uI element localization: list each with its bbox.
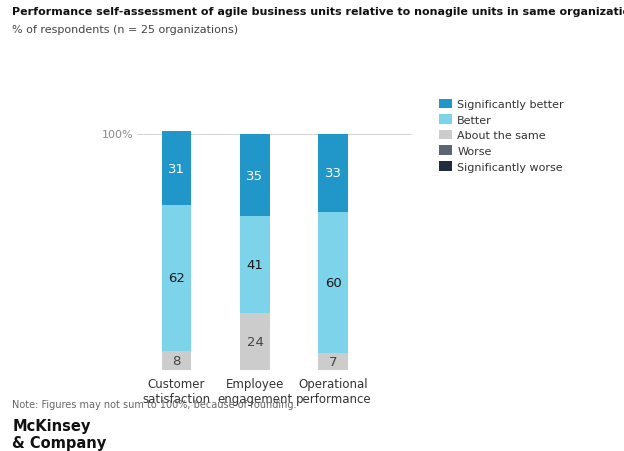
- Bar: [318, 212, 348, 353]
- Bar: [318, 353, 348, 370]
- Text: 100%: 100%: [102, 129, 134, 139]
- Text: 41: 41: [246, 258, 263, 272]
- Text: 62: 62: [168, 272, 185, 285]
- Bar: [318, 134, 348, 212]
- Bar: [162, 351, 192, 370]
- Text: 35: 35: [246, 169, 263, 182]
- Text: 7: 7: [329, 355, 338, 368]
- Text: Performance self-assessment of agile business units relative to nonagile units i: Performance self-assessment of agile bus…: [12, 7, 624, 17]
- Text: 60: 60: [325, 276, 342, 289]
- Text: 33: 33: [325, 167, 342, 180]
- Bar: [240, 134, 270, 217]
- Text: % of respondents (n = 25 organizations): % of respondents (n = 25 organizations): [12, 25, 238, 35]
- Bar: [162, 205, 192, 351]
- Text: 24: 24: [246, 335, 263, 348]
- Text: & Company: & Company: [12, 435, 107, 450]
- Bar: [240, 313, 270, 370]
- Text: 8: 8: [172, 354, 181, 367]
- Text: 31: 31: [168, 162, 185, 175]
- Text: Note: Figures may not sum to 100%, because of rounding.: Note: Figures may not sum to 100%, becau…: [12, 399, 297, 409]
- Bar: [162, 132, 192, 205]
- Text: McKinsey: McKinsey: [12, 419, 91, 433]
- Bar: [240, 217, 270, 313]
- Legend: Significantly better, Better, About the same, Worse, Significantly worse: Significantly better, Better, About the …: [439, 99, 563, 172]
